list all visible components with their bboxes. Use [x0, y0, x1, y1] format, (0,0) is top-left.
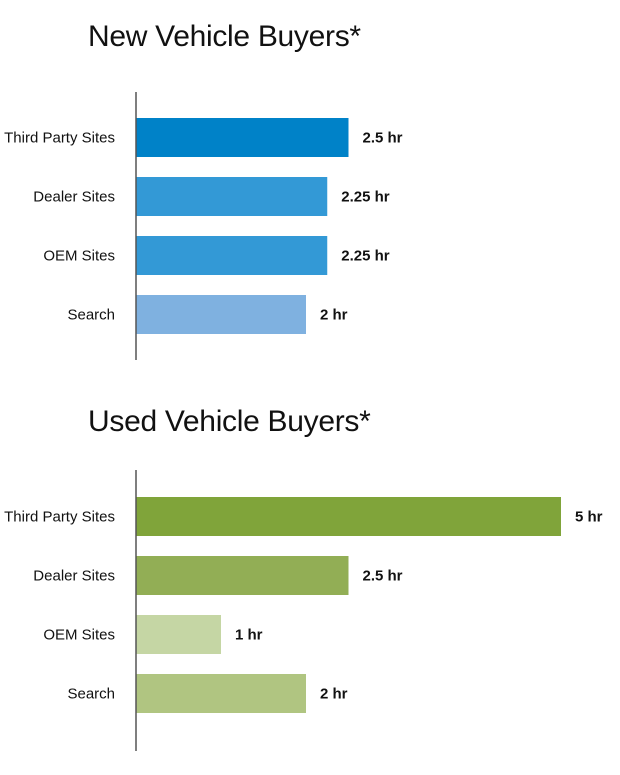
bar-search — [136, 674, 306, 713]
chart-title: New Vehicle Buyers* — [88, 20, 361, 53]
value-label: 2.5 hr — [363, 130, 403, 147]
bar-dealer-sites — [136, 556, 349, 595]
chart-title: Used Vehicle Buyers* — [88, 405, 371, 438]
category-label: Third Party Sites — [4, 509, 115, 526]
bar-third-party-sites — [136, 497, 561, 536]
bar-oem-sites — [136, 615, 221, 654]
new-vehicle-bar-plot: Third Party Sites 2.5 hr Dealer Sites 2.25 … — [4, 92, 403, 360]
used-vehicle-buyers-chart: Used Vehicle Buyers* Third Party Sites 5 … — [0, 385, 620, 775]
category-label: Search — [67, 307, 115, 324]
value-label: 2.25 hr — [341, 189, 390, 206]
bar-oem-sites — [136, 236, 328, 275]
value-label: 2.5 hr — [363, 568, 403, 585]
bar-search — [136, 295, 306, 334]
category-label: Third Party Sites — [4, 130, 115, 147]
used-vehicle-bar-plot: Third Party Sites 5 hr Dealer Sites 2.5 hr O… — [4, 470, 603, 751]
category-label: Dealer Sites — [33, 189, 115, 206]
category-label: OEM Sites — [43, 627, 115, 644]
value-label: 5 hr — [575, 509, 603, 526]
value-label: 2.25 hr — [341, 248, 390, 265]
value-label: 2 hr — [320, 307, 348, 324]
bar-third-party-sites — [136, 118, 349, 157]
new-vehicle-buyers-chart: New Vehicle Buyers* Third Party Sites 2.5… — [0, 0, 620, 380]
category-label: OEM Sites — [43, 248, 115, 265]
category-label: Dealer Sites — [33, 568, 115, 585]
value-label: 2 hr — [320, 686, 348, 703]
bar-dealer-sites — [136, 177, 328, 216]
value-label: 1 hr — [235, 627, 263, 644]
category-label: Search — [67, 686, 115, 703]
